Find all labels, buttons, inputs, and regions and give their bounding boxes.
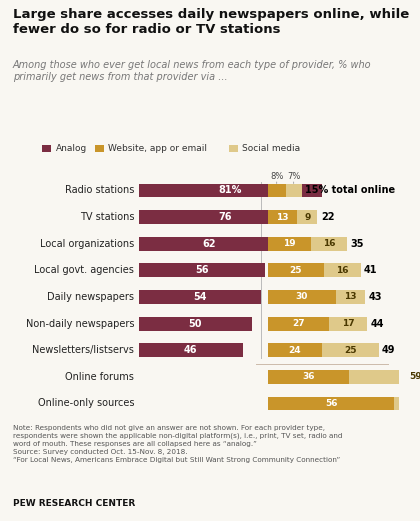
Text: 24: 24 bbox=[289, 346, 301, 355]
Text: PEW RESEARCH CENTER: PEW RESEARCH CENTER bbox=[13, 499, 135, 508]
Bar bbox=[139, 237, 279, 251]
Text: Non-daily newspapers: Non-daily newspapers bbox=[26, 319, 134, 329]
Bar bbox=[268, 317, 329, 330]
Text: 43: 43 bbox=[368, 292, 382, 302]
Text: TV stations: TV stations bbox=[79, 212, 134, 222]
Bar bbox=[329, 317, 368, 330]
Bar bbox=[322, 343, 378, 357]
Text: 49: 49 bbox=[382, 345, 396, 355]
Bar bbox=[139, 290, 261, 304]
Bar bbox=[268, 183, 286, 197]
Text: 36: 36 bbox=[302, 373, 315, 381]
Bar bbox=[268, 237, 311, 251]
Bar bbox=[324, 264, 360, 277]
Bar bbox=[311, 237, 347, 251]
Text: 54: 54 bbox=[193, 292, 207, 302]
Bar bbox=[268, 264, 324, 277]
Text: Radio stations: Radio stations bbox=[65, 185, 134, 195]
Bar bbox=[268, 370, 349, 384]
Text: Online-only sources: Online-only sources bbox=[37, 399, 134, 408]
Bar bbox=[336, 290, 365, 304]
Text: 41: 41 bbox=[364, 265, 378, 275]
Bar bbox=[139, 183, 322, 197]
Text: 25: 25 bbox=[290, 266, 302, 275]
Text: Among those who ever get local news from each type of provider, % who
primarily : Among those who ever get local news from… bbox=[13, 60, 371, 81]
Text: Online forums: Online forums bbox=[65, 372, 134, 382]
Text: Website, app or email: Website, app or email bbox=[108, 144, 207, 153]
Bar bbox=[139, 210, 311, 224]
Bar bbox=[349, 370, 420, 384]
Bar bbox=[139, 264, 265, 277]
Text: 76: 76 bbox=[218, 212, 231, 222]
Bar bbox=[268, 290, 336, 304]
Text: 17: 17 bbox=[342, 319, 354, 328]
Text: 7%: 7% bbox=[287, 172, 300, 181]
Text: 25: 25 bbox=[344, 346, 357, 355]
Text: 56: 56 bbox=[195, 265, 209, 275]
Bar bbox=[286, 183, 302, 197]
Text: 13: 13 bbox=[276, 213, 289, 221]
Bar bbox=[394, 396, 420, 411]
Text: 81%: 81% bbox=[219, 185, 242, 195]
Text: 27: 27 bbox=[292, 319, 304, 328]
Text: 9: 9 bbox=[304, 213, 310, 221]
Bar bbox=[268, 396, 394, 411]
Text: Large share accesses daily newspapers online, while
fewer do so for radio or TV : Large share accesses daily newspapers on… bbox=[13, 8, 409, 36]
Text: Daily newspapers: Daily newspapers bbox=[47, 292, 134, 302]
Text: Social media: Social media bbox=[242, 144, 300, 153]
Text: 22: 22 bbox=[321, 212, 334, 222]
Text: 44: 44 bbox=[371, 319, 384, 329]
Text: 30: 30 bbox=[295, 292, 308, 302]
Text: 15% total online: 15% total online bbox=[305, 185, 395, 195]
Text: 50: 50 bbox=[189, 319, 202, 329]
Text: 59: 59 bbox=[410, 373, 420, 381]
Bar bbox=[139, 317, 252, 330]
Text: 35: 35 bbox=[350, 239, 364, 249]
Text: Local organizations: Local organizations bbox=[40, 239, 134, 249]
Text: Local govt. agencies: Local govt. agencies bbox=[34, 265, 134, 275]
Text: 16: 16 bbox=[323, 239, 335, 248]
Text: 46: 46 bbox=[184, 345, 197, 355]
Text: 62: 62 bbox=[202, 239, 215, 249]
Text: 56: 56 bbox=[325, 399, 337, 408]
Text: 8%: 8% bbox=[270, 172, 284, 181]
Bar bbox=[297, 210, 318, 224]
Text: Analog: Analog bbox=[55, 144, 87, 153]
Text: Note: Respondents who did not give an answer are not shown. For each provider ty: Note: Respondents who did not give an an… bbox=[13, 425, 342, 463]
Text: 13: 13 bbox=[344, 292, 357, 302]
Bar bbox=[268, 210, 297, 224]
Text: 16: 16 bbox=[336, 266, 349, 275]
Text: 19: 19 bbox=[283, 239, 296, 248]
Bar bbox=[139, 343, 243, 357]
Text: Newsletters/listservs: Newsletters/listservs bbox=[32, 345, 134, 355]
Bar bbox=[268, 343, 322, 357]
